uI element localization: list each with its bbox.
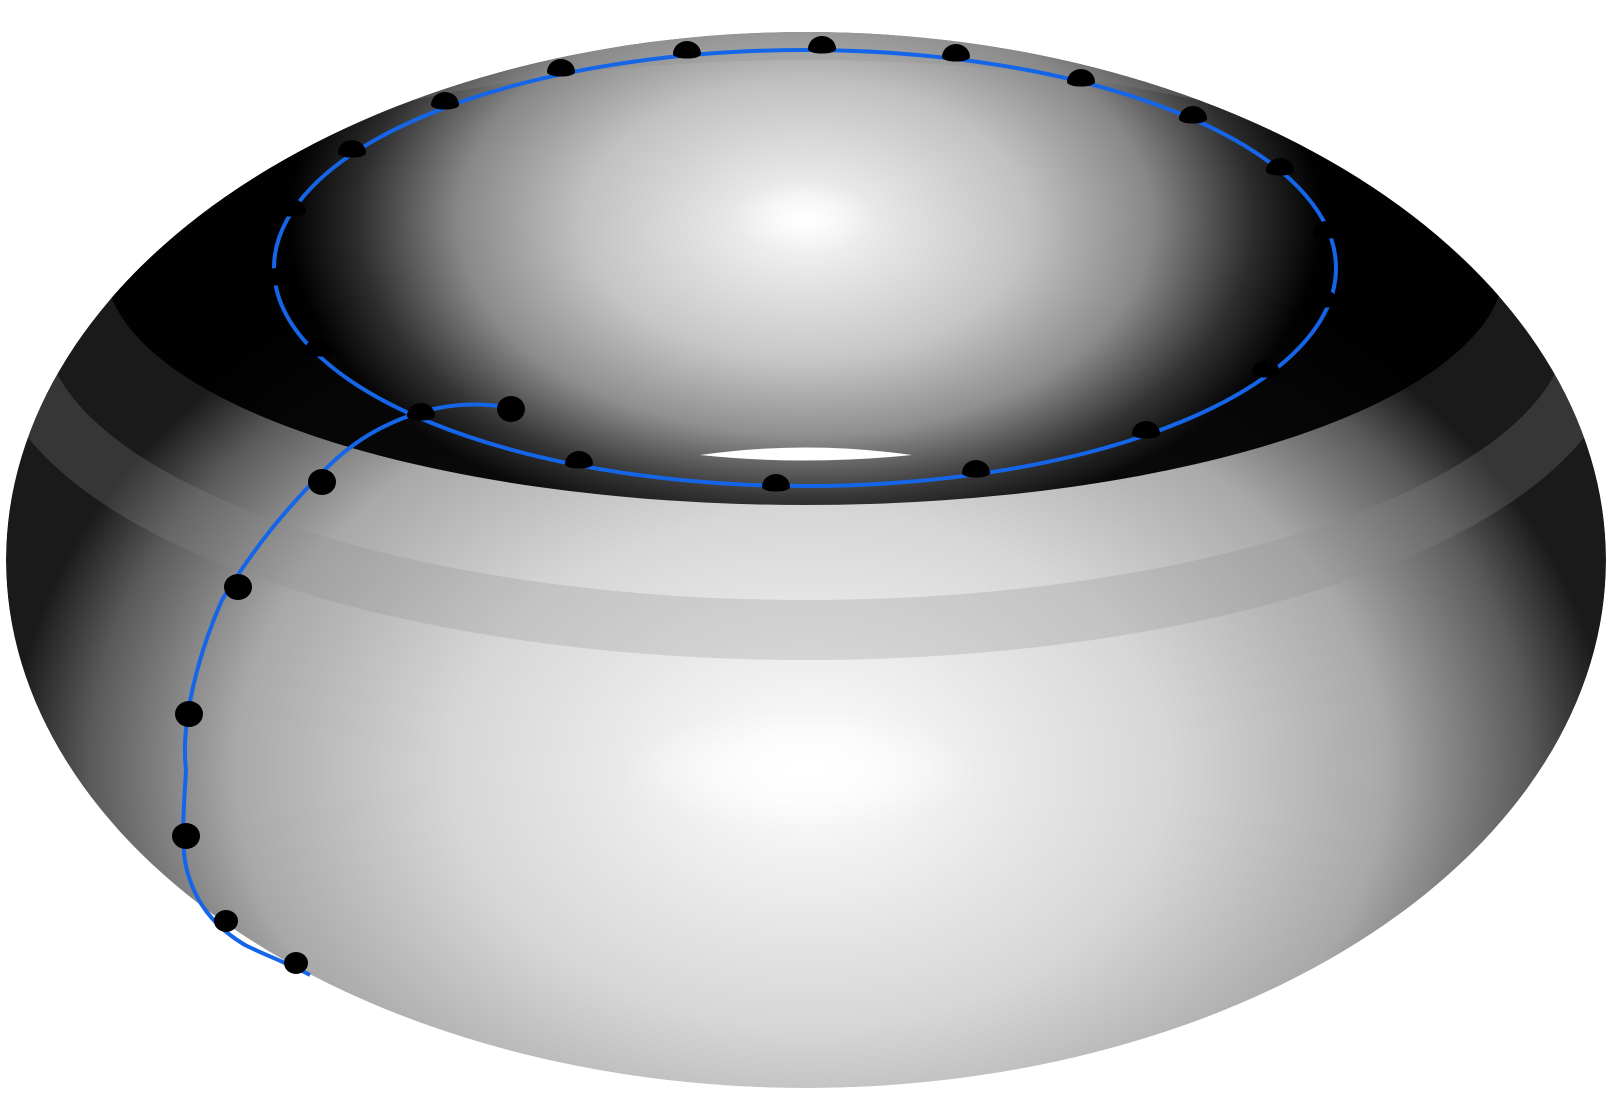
outer-loop-marker	[431, 92, 459, 110]
torus-body	[6, 32, 1606, 1088]
meridian-marker	[214, 910, 238, 932]
meridian-marker	[172, 823, 200, 849]
torus-hole	[700, 447, 912, 461]
meridian-marker	[224, 574, 252, 600]
outer-loop-marker	[565, 451, 593, 469]
outer-loop-marker	[1266, 158, 1294, 176]
outer-loop-marker	[673, 41, 701, 59]
outer-loop-marker	[1313, 221, 1341, 239]
outer-loop-marker	[1252, 360, 1280, 378]
outer-loop-marker	[278, 199, 306, 217]
meridian-marker	[284, 952, 308, 974]
meridian-marker	[497, 396, 525, 422]
outer-loop-marker	[808, 36, 836, 54]
outer-loop-marker	[962, 460, 990, 478]
outer-loop-marker	[304, 339, 332, 357]
outer-loop-marker	[407, 403, 435, 421]
outer-loop-marker	[762, 474, 790, 492]
outer-loop-marker	[1067, 69, 1095, 87]
outer-loop-marker	[338, 140, 366, 158]
meridian-marker	[175, 701, 203, 727]
outer-loop-marker	[1132, 421, 1160, 439]
meridian-marker	[308, 469, 336, 495]
outer-loop-marker	[1179, 106, 1207, 124]
outer-loop-marker	[547, 59, 575, 77]
outer-loop-curve	[272, 48, 1338, 488]
outer-loop-marker	[262, 268, 290, 286]
outer-loop-marker	[1310, 290, 1338, 308]
outer-loop-marker	[942, 44, 971, 62]
curve-markers	[172, 36, 1341, 974]
